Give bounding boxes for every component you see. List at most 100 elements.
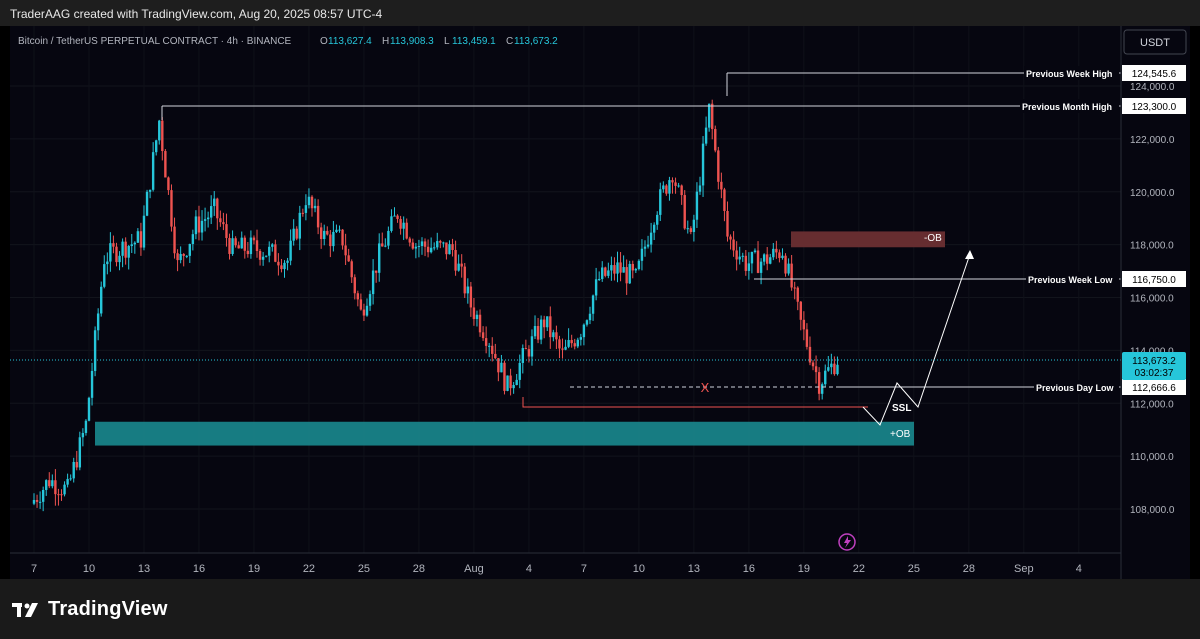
ohlc-value: 113,673.2 — [514, 36, 558, 47]
candle-body — [573, 343, 576, 347]
candle-body — [292, 228, 295, 241]
currency-button[interactable] — [1123, 29, 1187, 55]
candle-body — [390, 216, 393, 231]
candle-body — [539, 319, 543, 340]
candle-body — [423, 241, 427, 247]
candle-body — [487, 345, 491, 347]
candle-body — [451, 244, 454, 250]
candle-body — [209, 206, 213, 218]
candle-body — [304, 205, 308, 213]
chart-frame[interactable] — [10, 26, 1190, 579]
candle-body — [32, 499, 36, 504]
candle-body — [359, 299, 363, 310]
candle-body — [155, 140, 158, 153]
candle-body — [494, 353, 497, 359]
candle-body — [258, 251, 262, 260]
candle-body — [597, 278, 601, 280]
candle-body — [319, 227, 323, 240]
candle-body — [243, 237, 246, 251]
candle-body — [151, 152, 155, 190]
candle-body — [368, 294, 372, 306]
candle-body — [344, 245, 347, 256]
candle-body — [365, 305, 369, 316]
candle-body — [656, 214, 659, 225]
candle-body — [723, 189, 726, 211]
candle-body — [347, 255, 350, 262]
candle-body — [66, 478, 69, 485]
candle-body — [48, 480, 51, 487]
candle-body — [289, 240, 292, 261]
candle-body — [601, 267, 604, 279]
candle-body — [607, 270, 610, 276]
candle-body — [668, 180, 671, 194]
bullish-ob-label: +OB — [890, 429, 911, 440]
candle-body — [542, 319, 546, 328]
candle-body — [625, 267, 628, 284]
candle-body — [426, 246, 430, 253]
last-price-tag — [1122, 352, 1186, 380]
candle-body — [402, 222, 405, 229]
candle-body — [371, 270, 375, 295]
bearish-order-block — [791, 231, 945, 248]
time-tick-label: 7 — [31, 563, 37, 575]
flash-event-icon[interactable] — [838, 533, 856, 551]
candle-body — [799, 301, 803, 320]
candle-body — [41, 489, 45, 502]
candle-body — [594, 279, 598, 296]
ohlc-key: O — [320, 36, 328, 47]
level-label: Previous Week Low — [1028, 275, 1113, 285]
candle-body — [784, 255, 787, 274]
time-tick-label: 28 — [413, 563, 425, 575]
candle-body — [805, 329, 809, 347]
candle-body — [448, 244, 451, 255]
candle-body — [161, 120, 164, 152]
candle-body — [491, 345, 494, 354]
time-tick-label: 22 — [303, 563, 315, 575]
candle-body — [750, 251, 754, 264]
candle-body — [200, 220, 204, 233]
time-tick-label: 4 — [1076, 563, 1082, 575]
candle-body — [332, 231, 335, 247]
time-tick-label: 16 — [743, 563, 755, 575]
candle-body — [203, 219, 207, 221]
candle-body — [564, 346, 567, 350]
candle-body — [613, 265, 616, 274]
candle-body — [463, 266, 466, 294]
candle-body — [466, 286, 470, 294]
candle-body — [84, 420, 88, 433]
candle-body — [478, 314, 482, 333]
candle-body — [512, 384, 515, 389]
projected-path — [862, 256, 970, 426]
time-tick-label: 7 — [581, 563, 587, 575]
candle-body — [530, 336, 534, 357]
symbol-name: Bitcoin / TetherUS PERPETUAL CONTRACT · … — [18, 36, 292, 47]
candle-body — [781, 255, 784, 258]
price-tick-label: 122,000.0 — [1130, 135, 1175, 146]
candle-body — [185, 255, 188, 257]
candle-body — [744, 255, 748, 271]
candle-body — [307, 196, 311, 206]
candle-body — [616, 262, 619, 274]
candle-body — [280, 265, 283, 270]
price-tick-label: 116,000.0 — [1130, 294, 1174, 305]
currency-button-label[interactable]: USDT — [1140, 37, 1170, 49]
price-axis[interactable]: 124,000.0 122,000.0 120,000.0 118,000.0 116,… — [1130, 82, 1175, 516]
candle-body — [72, 461, 75, 479]
candle-body — [326, 230, 329, 235]
candle-body — [772, 248, 775, 258]
candle-body — [704, 127, 708, 144]
candle-body — [167, 177, 170, 191]
price-tick-label: 108,000.0 — [1130, 505, 1175, 516]
candle-body — [701, 143, 705, 186]
candle-body — [124, 241, 127, 258]
candle-body — [454, 249, 457, 271]
time-tick-label: Sep — [1014, 563, 1034, 575]
candle-body — [527, 349, 531, 357]
candle-body — [255, 240, 259, 252]
countdown-timer: 03:02:37 — [1135, 368, 1174, 379]
candle-body — [524, 348, 528, 350]
time-axis[interactable]: 7 10 13 16 19 22 25 28 Aug 4 7 10 13 16 19 22 25 28 Sep 4 — [31, 563, 1082, 575]
candle-body — [509, 375, 512, 389]
candle-body — [170, 190, 173, 227]
